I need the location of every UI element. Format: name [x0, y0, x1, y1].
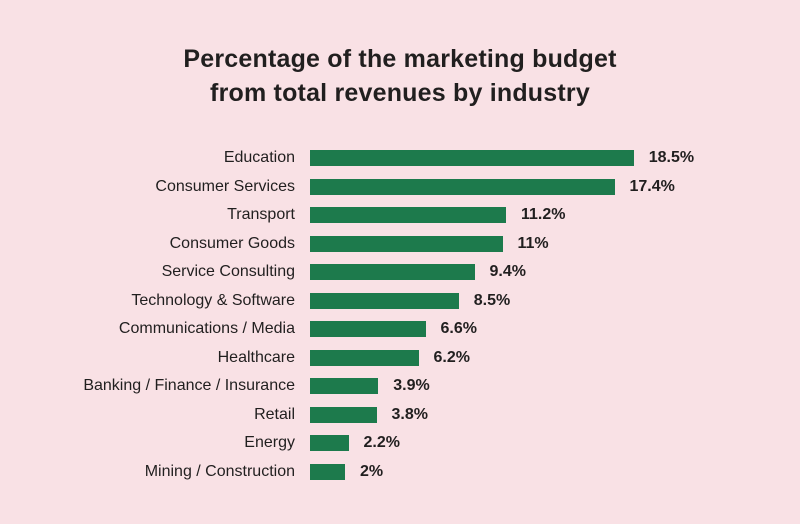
- category-label: Transport: [227, 206, 295, 224]
- bar-row: Education 18.5%: [0, 144, 800, 173]
- category-label: Consumer Goods: [169, 234, 295, 252]
- bar: [310, 435, 349, 452]
- category-label: Healthcare: [217, 348, 295, 366]
- category-label: Mining / Construction: [144, 462, 295, 480]
- bar-row: Retail 3.8%: [0, 401, 800, 430]
- value-label: 11%: [517, 234, 549, 252]
- category-label: Service Consulting: [161, 263, 295, 281]
- bar-chart: Education 18.5% Consumer Services 17.4% Tran…: [0, 144, 800, 486]
- category-label: Banking / Finance / Insurance: [83, 377, 295, 395]
- category-label: Education: [223, 149, 295, 167]
- value-label: 3.8%: [391, 405, 428, 423]
- value-label: 18.5%: [648, 149, 695, 167]
- value-label: 8.5%: [473, 291, 511, 309]
- value-label: 6.6%: [440, 320, 477, 338]
- value-label: 9.4%: [489, 263, 526, 281]
- bar: [310, 406, 377, 423]
- bar: [310, 150, 634, 167]
- value-label: 2%: [360, 462, 384, 480]
- bar: [310, 207, 506, 224]
- value-label: 3.9%: [393, 377, 430, 395]
- category-label: Communications / Media: [118, 320, 295, 338]
- bar-row: Technology & Software 8.5%: [0, 287, 800, 316]
- category-label: Energy: [244, 434, 295, 452]
- bar-row: Consumer Goods 11%: [0, 230, 800, 259]
- bar-row: Mining / Construction 2%: [0, 458, 800, 487]
- bar: [310, 292, 459, 309]
- value-label: 2.2%: [363, 434, 400, 452]
- value-label: 11.2%: [521, 206, 566, 224]
- chart-title: Percentage of the marketing budget from …: [0, 42, 800, 110]
- bar: [310, 264, 475, 281]
- bar: [310, 178, 615, 195]
- category-label: Retail: [254, 405, 295, 423]
- chart-title-line-2: from total revenues by industry: [210, 79, 590, 107]
- value-label: 17.4%: [629, 177, 675, 195]
- bar-row: Consumer Services 17.4%: [0, 173, 800, 202]
- bar: [310, 463, 345, 480]
- bar-row: Banking / Finance / Insurance 3.9%: [0, 372, 800, 401]
- category-label: Consumer Services: [155, 177, 295, 195]
- value-label: 6.2%: [433, 348, 470, 366]
- bar-row: Communications / Media 6.6%: [0, 315, 800, 344]
- bar-row: Energy 2.2%: [0, 429, 800, 458]
- chart-title-line-1: Percentage of the marketing budget: [183, 45, 617, 73]
- bar-row: Transport 11.2%: [0, 201, 800, 230]
- bar-row: Service Consulting 9.4%: [0, 258, 800, 287]
- category-label: Technology & Software: [131, 291, 295, 309]
- bar: [310, 235, 503, 252]
- bar: [310, 378, 379, 395]
- bar: [310, 321, 426, 338]
- bar: [310, 349, 419, 366]
- bar-row: Healthcare 6.2%: [0, 344, 800, 373]
